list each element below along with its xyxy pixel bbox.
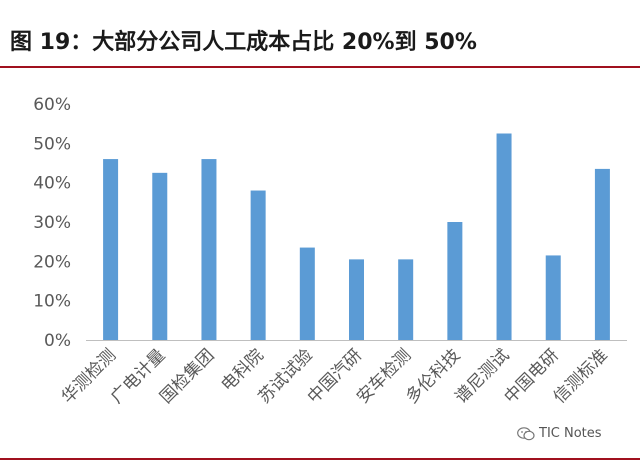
bar-5 xyxy=(299,247,315,340)
bar-10 xyxy=(545,255,561,340)
figure-header: 图 19：大部分公司人工成本占比 20%到 50% xyxy=(0,0,640,64)
bottom-rule xyxy=(0,458,640,460)
x-tick-label: 信测标准 xyxy=(550,345,612,407)
y-tick-label: 10% xyxy=(33,292,71,312)
y-tick-label: 60% xyxy=(33,95,71,115)
y-tick-label: 20% xyxy=(33,252,71,272)
y-tick-label: 50% xyxy=(33,134,71,154)
wechat-icon xyxy=(517,426,535,440)
figure-title: 图 19：大部分公司人工成本占比 20%到 50% xyxy=(10,30,477,55)
watermark: TIC Notes xyxy=(517,426,602,441)
y-tick-label: 30% xyxy=(33,213,71,233)
bar-1 xyxy=(103,159,119,340)
top-rule xyxy=(0,66,640,68)
bar-7 xyxy=(398,259,414,340)
bar-6 xyxy=(349,259,364,340)
x-tick-label: 国检集团 xyxy=(156,345,218,407)
bar-8 xyxy=(447,222,463,340)
bar-11 xyxy=(594,168,610,340)
watermark-text: TIC Notes xyxy=(539,426,602,441)
bar-2 xyxy=(152,172,168,340)
y-tick-label: 40% xyxy=(33,174,71,194)
bar-3 xyxy=(201,159,217,340)
bar-9 xyxy=(496,133,512,340)
y-tick-label: 0% xyxy=(44,331,71,351)
bar-4 xyxy=(250,190,266,340)
bar-chart: 0%10%20%30%40%50%60%华测检测广电计量国检集团电科院苏试试验中… xyxy=(33,95,627,408)
